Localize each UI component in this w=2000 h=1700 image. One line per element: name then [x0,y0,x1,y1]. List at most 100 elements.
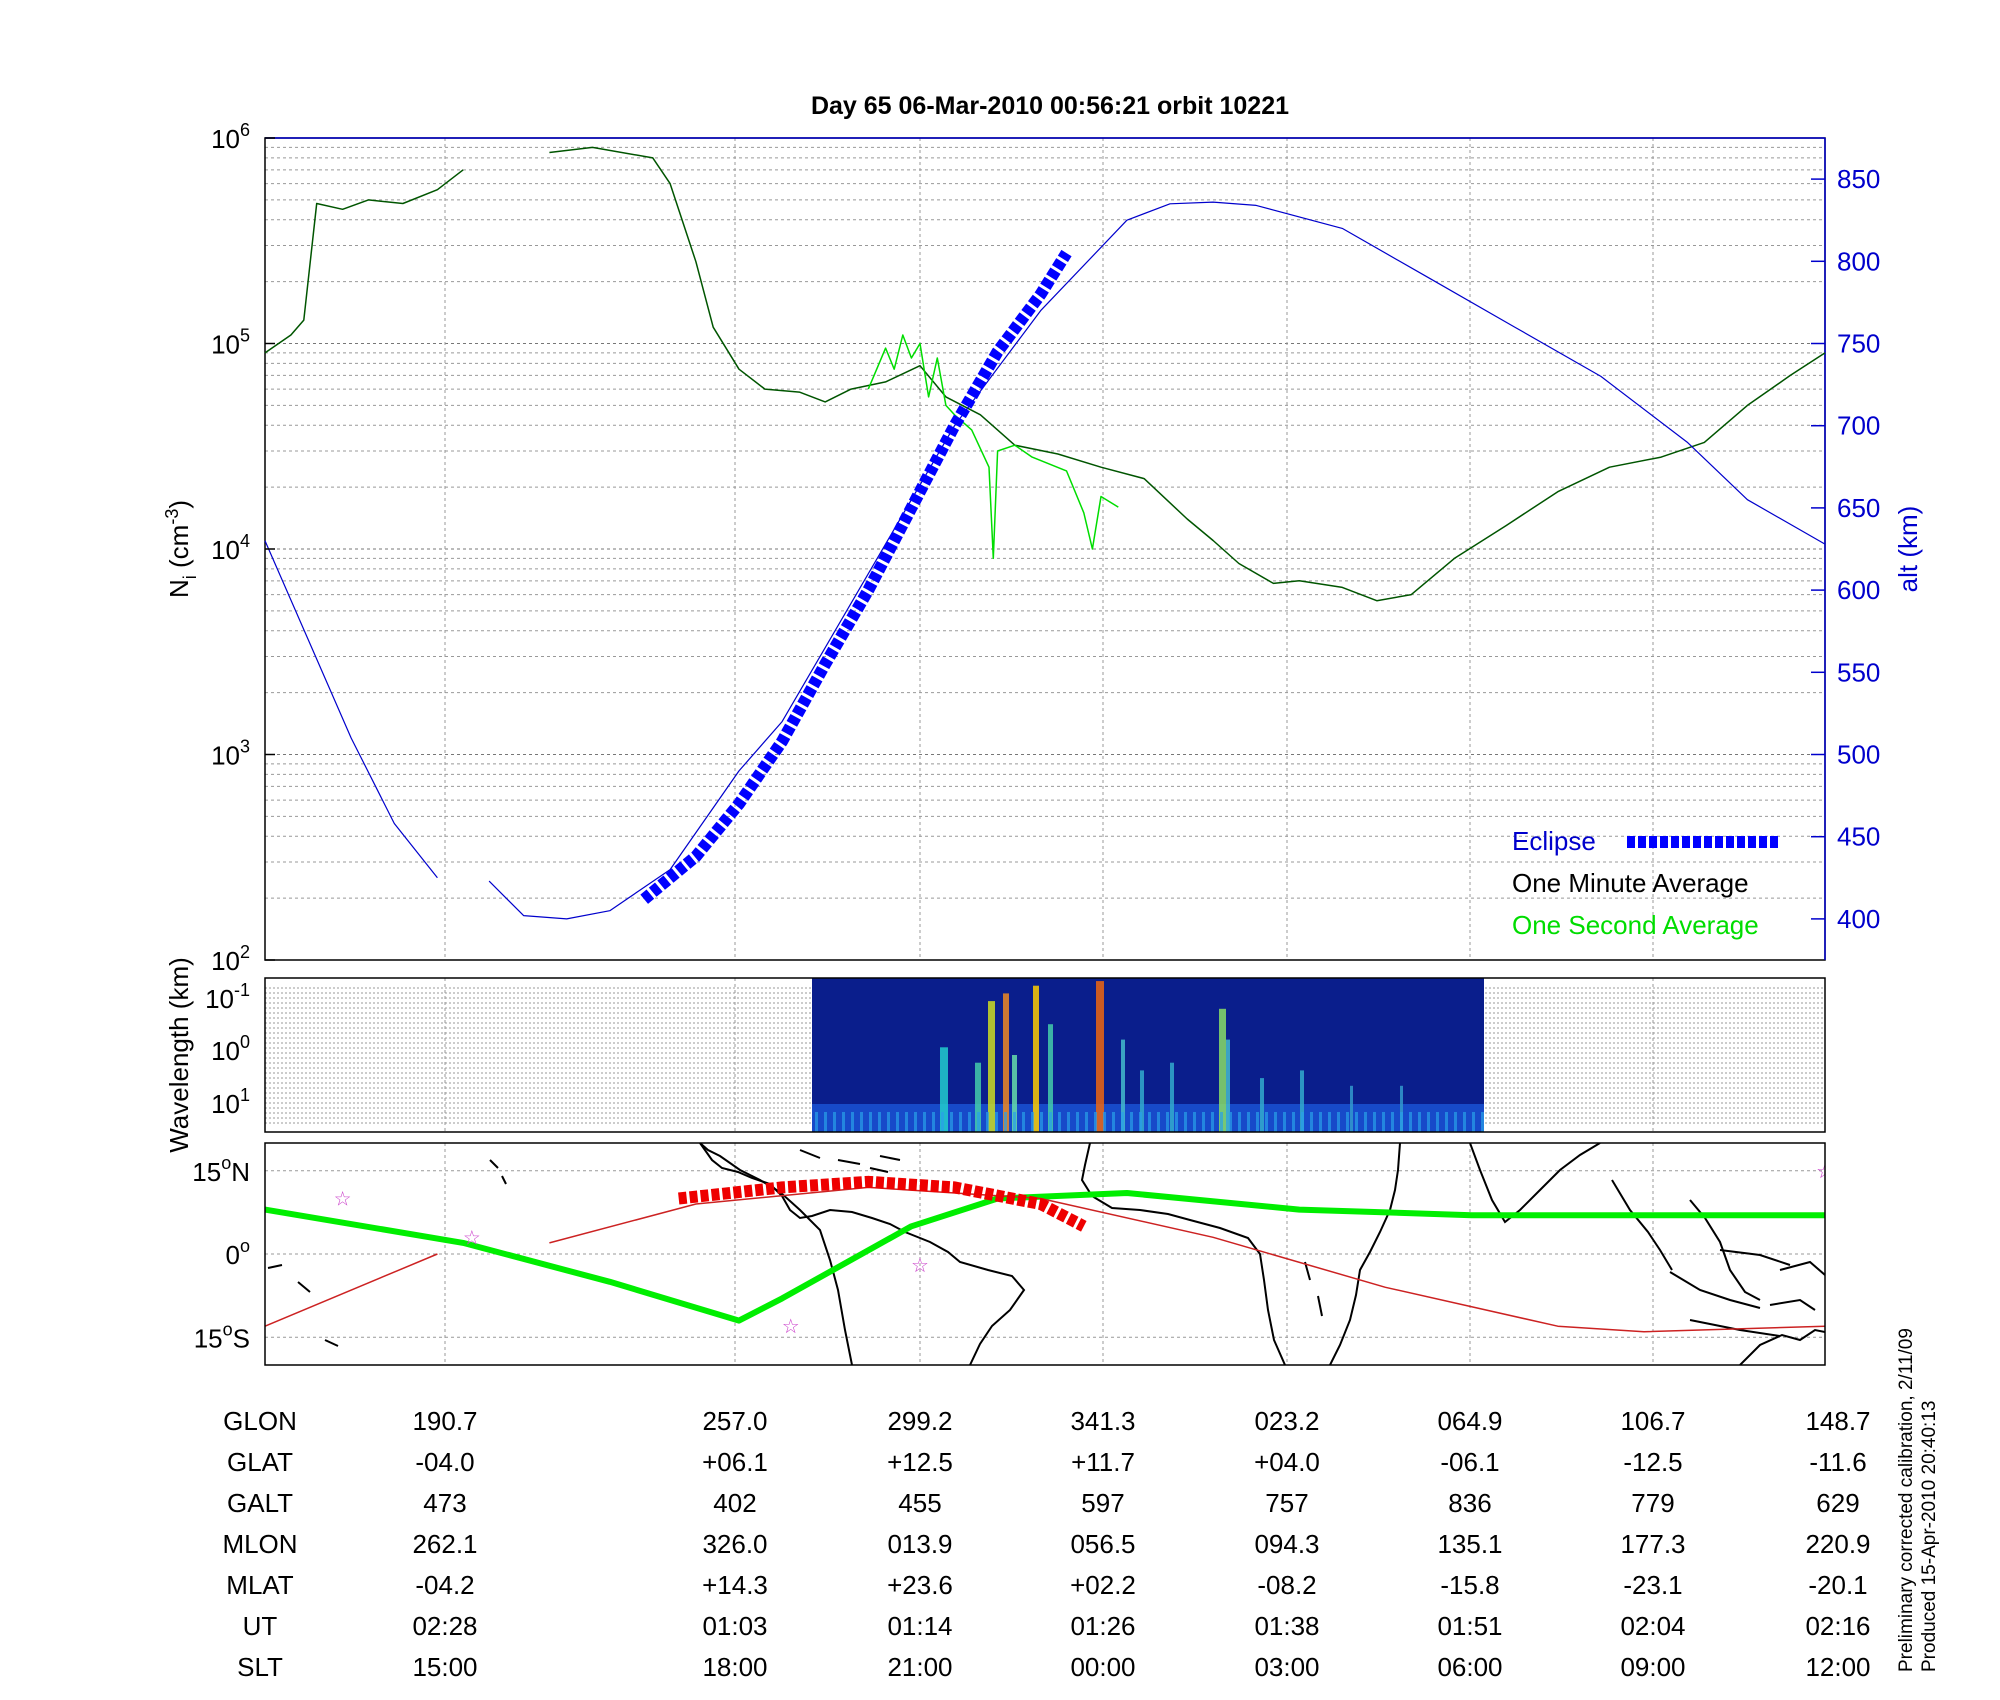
table-cell: 013.9 [887,1529,952,1559]
map-tick-degree: o [240,1236,250,1256]
left-tick-exponent: 6 [240,120,250,140]
map-tick-num: 15 [192,1157,221,1187]
spectrogram-noise [1031,1112,1034,1132]
spectrogram-streak [1260,1078,1264,1132]
spectrogram-noise [1400,1112,1403,1132]
left-axis-label-main: N [164,579,194,598]
spectrogram-noise [1121,1112,1124,1132]
map-tick-label: 0o [226,1236,250,1270]
left-axis-label: Ni (cm-3) [162,500,200,598]
table-cell: 01:51 [1437,1611,1502,1641]
spectrogram-noise [1022,1112,1025,1132]
left-tick-label: 104 [211,531,250,565]
map-eclipse-track [678,1175,1087,1232]
map-gridlines [265,1143,1825,1365]
spectrogram-noise [1310,1112,1313,1132]
spectrogram-noise [878,1112,881,1132]
table-cell: 597 [1081,1488,1124,1518]
table-cell: 02:16 [1805,1611,1870,1641]
spectrogram-noise [1274,1112,1277,1132]
table-cell: +23.6 [887,1570,953,1600]
spectrogram-noise [1193,1112,1196,1132]
coastline-africa [1080,1143,1286,1365]
star-marker: ☆ [782,1316,800,1338]
spectrogram-noise [1382,1112,1385,1132]
spectrogram-noise [1148,1112,1151,1132]
left-tick-base: 10 [211,330,240,360]
map-tick-num: 0 [226,1240,240,1270]
left-tick-base: 10 [211,535,240,565]
table-cell: +14.3 [702,1570,768,1600]
table-cell: 02:28 [412,1611,477,1641]
table-cell: 15:00 [412,1652,477,1682]
spectrogram-noise [1283,1112,1286,1132]
table-row-label-galt: GALT [227,1488,293,1518]
table-row-label-ut: UT [243,1611,278,1641]
spectrogram-noise [1346,1112,1349,1132]
table-cell: 01:26 [1070,1611,1135,1641]
star-marker: ☆ [911,1255,929,1277]
spectrogram-noise [1391,1112,1394,1132]
spectrogram-tick-exponent: 0 [240,1032,250,1052]
map-series: ☆ ☆ ☆ ☆ ☆ [265,1161,1834,1338]
table-row-label-glat: GLAT [227,1447,293,1477]
map-tick-label: 15oS [194,1319,250,1353]
spectrogram-noise [1265,1112,1268,1132]
spectrogram-noise [977,1112,980,1132]
left-tick-exponent: 4 [240,531,250,551]
spectrogram-noise [1463,1112,1466,1132]
left-tick-exponent: 5 [240,326,250,346]
spectrogram-noise [941,1112,944,1132]
left-tick-base: 10 [211,946,240,976]
spectrogram-noise [1040,1112,1043,1132]
series-one-minute-average [264,169,464,354]
spectrogram-noise [815,1112,818,1132]
right-tick-label: 750 [1837,329,1880,359]
coastline-asia [1469,1143,1601,1224]
spectrogram-noise [1454,1112,1457,1132]
table-cell: 01:38 [1254,1611,1319,1641]
map-tick-degree: o [221,1153,231,1173]
table-cell: 21:00 [887,1652,952,1682]
right-tick-label: 850 [1837,164,1880,194]
left-axis-label-unit: (cm [164,525,194,568]
spectrogram-noise [1139,1112,1142,1132]
left-tick-label: 105 [211,326,250,360]
table-cell: -23.1 [1623,1570,1682,1600]
left-tick-exponent: 2 [240,942,250,962]
table-cell: 09:00 [1620,1652,1685,1682]
spectrogram-noise [986,1112,989,1132]
spectrogram-noise [1418,1112,1421,1132]
table-cell: 757 [1265,1488,1308,1518]
orbit-parameter-table: GLON 190.7 257.0 299.2 341.3 023.2 064.9 106.7 1… [222,1406,1870,1682]
spectrogram-noise [1067,1112,1070,1132]
spectrogram-noise [887,1112,890,1132]
map-tick-label: 15oN [192,1153,250,1187]
spectrogram-noise [1427,1112,1430,1132]
table-cell: 190.7 [412,1406,477,1436]
spectrogram-noise [1409,1112,1412,1132]
spectrogram-tick-label: 100 [211,1032,250,1066]
spectrogram-noise [1247,1112,1250,1132]
spectrogram-noise [842,1112,845,1132]
table-cell: 341.3 [1070,1406,1135,1436]
spectrogram-noise [1337,1112,1340,1132]
spectrogram-noise [1472,1112,1475,1132]
top-series [264,146,1826,920]
coastline-americas [699,1143,1026,1365]
table-cell: +11.7 [1071,1447,1135,1477]
table-cell: 01:03 [702,1611,767,1641]
spectrogram-tick-label: 101 [211,1085,250,1119]
coastline-americas-west [699,1143,853,1365]
table-cell: 473 [423,1488,466,1518]
table-cell: 06:00 [1437,1652,1502,1682]
star-marker: ☆ [1816,1161,1834,1183]
map-magnetic-track [549,1186,1825,1333]
spectrogram-noise [1049,1112,1052,1132]
table-cell: 064.9 [1437,1406,1502,1436]
spectrogram-noise [1292,1112,1295,1132]
spectrogram-noise [1355,1112,1358,1132]
